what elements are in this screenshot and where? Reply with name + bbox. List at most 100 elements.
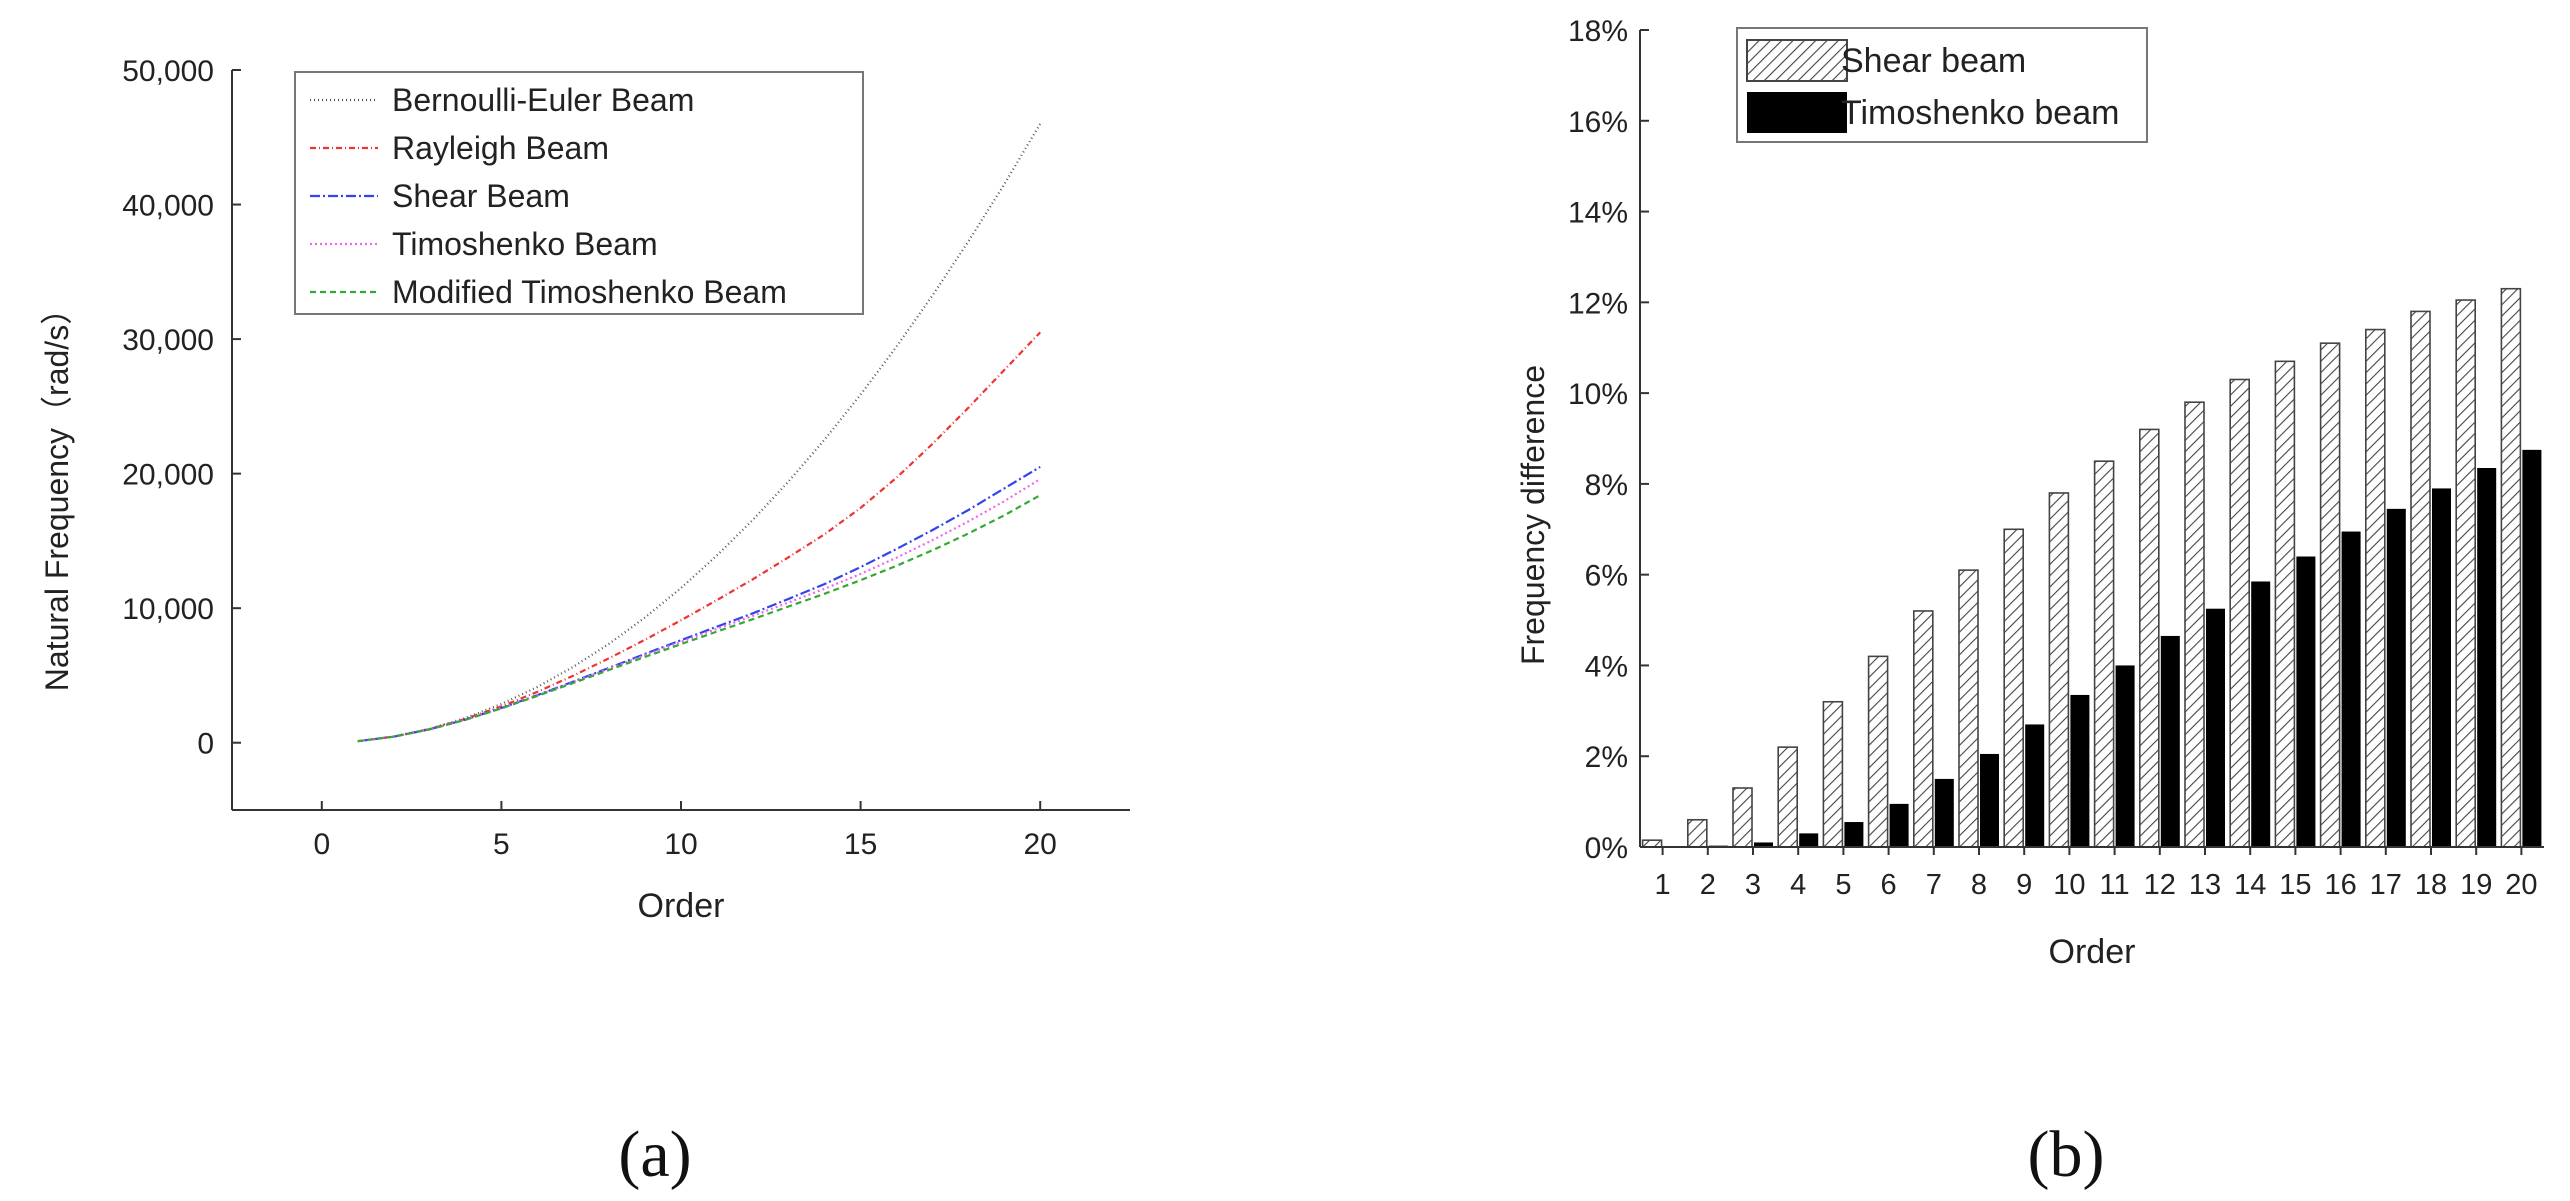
bar-shear-beam xyxy=(1913,610,1934,848)
chart-a-y-ticks: 0 10,000 20,000 30,000 40,000 50,000 xyxy=(122,55,241,761)
x-tick-label: 17 xyxy=(2370,869,2402,901)
bar-shear-beam xyxy=(2093,460,2115,848)
bar-timoshenko-beam xyxy=(2115,665,2135,847)
bar-timoshenko-beam xyxy=(1754,842,1773,847)
y-tick-label: 40,000 xyxy=(122,190,214,223)
chart-b-x-label: Order xyxy=(2049,933,2136,971)
bar-timoshenko-beam xyxy=(2386,508,2406,847)
bar-timoshenko-beam xyxy=(1980,753,1999,847)
chart-b-y-label: Frequency difference xyxy=(1515,365,1551,665)
bar-timoshenko-beam xyxy=(2341,531,2361,847)
bar-shear-beam xyxy=(2229,378,2250,848)
x-tick-label: 5 xyxy=(493,828,510,861)
x-tick-label: 15 xyxy=(2279,869,2311,901)
x-tick-label: 11 xyxy=(2100,869,2130,901)
bar-timoshenko-beam xyxy=(1934,778,1954,847)
x-tick-label: 15 xyxy=(844,828,877,861)
bar-shear-beam xyxy=(1641,839,1663,848)
x-tick-label: 20 xyxy=(2505,869,2537,901)
x-tick-label: 1 xyxy=(1655,869,1671,901)
bar-shear-beam xyxy=(2410,310,2431,848)
bar-timoshenko-beam xyxy=(1844,822,1864,847)
bar-shear-beam xyxy=(2319,342,2341,848)
series-line-modified-timoshenko-beam xyxy=(357,494,1041,743)
bar-timoshenko-beam xyxy=(2160,635,2180,847)
chart-a: 0 10,000 20,000 30,000 40,000 50,000 0 5 10 15 20… xyxy=(39,55,1130,925)
bar-shear-beam xyxy=(2048,492,2070,848)
bar-shear-beam xyxy=(1958,569,1979,848)
y-tick-label: 10,000 xyxy=(122,593,214,626)
chart-a-x-label: Order xyxy=(638,887,725,925)
x-tick-label: 12 xyxy=(2144,869,2176,901)
x-tick-label: 13 xyxy=(2189,869,2221,901)
x-tick-label: 18 xyxy=(2415,869,2447,901)
bar-timoshenko-beam xyxy=(1799,833,1819,847)
x-tick-label: 14 xyxy=(2234,869,2266,901)
legend-label-shear-beam: Shear Beam xyxy=(392,178,570,214)
caption-b: (b) xyxy=(2028,1118,2105,1191)
y-tick-label: 20,000 xyxy=(122,459,214,492)
x-tick-label: 2 xyxy=(1700,869,1716,901)
chart-b-x-ticks: 1 2 3 4 5 6 7 8 9 10 11 12 13 14 15 16 17 18 19 20 xyxy=(1655,847,2538,901)
bar-timoshenko-beam xyxy=(2432,488,2451,847)
legend-label-bernoulli-euler-beam: Bernoulli-Euler Beam xyxy=(392,82,694,118)
x-tick-label: 4 xyxy=(1790,869,1806,901)
y-tick-label: 8% xyxy=(1585,469,1628,502)
bar-shear-beam xyxy=(2455,299,2476,848)
bar-timoshenko-beam xyxy=(2251,581,2271,847)
bar-shear-beam xyxy=(2500,287,2522,848)
bar-shear-beam xyxy=(2274,360,2296,848)
series-line-rayleigh-beam xyxy=(357,331,1041,743)
y-tick-label: 0 xyxy=(197,728,214,761)
chart-a-legend: Bernoulli-Euler Beam Rayleigh Beam Shear B… xyxy=(294,71,864,315)
legend-swatch-shear-beam xyxy=(1746,39,1848,82)
chart-b-legend: Shear beam Timoshenko beam xyxy=(1736,27,2148,143)
series-line-timoshenko-beam xyxy=(357,478,1041,743)
bar-shear-beam xyxy=(2184,401,2205,848)
legend-label-shear-beam: Shear beam xyxy=(1841,42,2026,80)
x-tick-label: 6 xyxy=(1881,869,1897,901)
bar-timoshenko-beam xyxy=(1889,803,1909,847)
bar-timoshenko-beam xyxy=(2025,724,2045,847)
bar-shear-beam xyxy=(2139,428,2160,848)
y-tick-label: 6% xyxy=(1585,560,1628,593)
y-tick-label: 12% xyxy=(1568,287,1628,320)
bar-timoshenko-beam xyxy=(2070,694,2090,847)
bar-shear-beam xyxy=(1777,746,1798,848)
bar-timoshenko-beam xyxy=(2296,556,2316,847)
y-tick-label: 10% xyxy=(1568,378,1628,411)
x-tick-label: 0 xyxy=(313,828,330,861)
legend-swatch-timoshenko-beam xyxy=(1747,92,1847,133)
legend-label-timoshenko-beam: Timoshenko beam xyxy=(1841,94,2119,132)
y-tick-label: 14% xyxy=(1568,197,1628,230)
bar-shear-beam xyxy=(2003,528,2024,848)
chart-b-y-ticks: 0% 2% 4% 6% 8% 10% 12% 14% 16% 18% xyxy=(1568,15,1649,865)
chart-b-bars xyxy=(1641,287,2542,848)
legend-label-modified-timoshenko-beam: Modified Timoshenko Beam xyxy=(392,274,787,310)
x-tick-label: 20 xyxy=(1024,828,1057,861)
y-tick-label: 30,000 xyxy=(122,324,214,357)
x-tick-label: 5 xyxy=(1835,869,1851,901)
bar-timoshenko-beam xyxy=(2206,608,2225,847)
bar-shear-beam xyxy=(1822,700,1844,848)
chart-a-y-label: Natural Frequency（rad/s） xyxy=(39,293,75,691)
series-line-shear-beam xyxy=(357,465,1041,743)
bar-timoshenko-beam xyxy=(2522,449,2542,847)
x-tick-label: 16 xyxy=(2324,869,2356,901)
caption-a: (a) xyxy=(618,1118,691,1191)
x-tick-label: 3 xyxy=(1745,869,1761,901)
bar-timoshenko-beam xyxy=(2477,468,2497,847)
x-tick-label: 10 xyxy=(2053,869,2085,901)
bar-shear-beam xyxy=(1687,818,1708,848)
legend-label-rayleigh-beam: Rayleigh Beam xyxy=(392,130,609,166)
x-tick-label: 19 xyxy=(2460,869,2492,901)
x-tick-label: 9 xyxy=(2016,869,2032,901)
y-tick-label: 2% xyxy=(1585,741,1628,774)
chart-b: 0%2%4%6%8%10%12%14%16%18% 1 2 3 4 5 6 7 8 9 10 11 1… xyxy=(1515,15,2544,971)
bar-shear-beam xyxy=(1732,787,1753,848)
x-tick-label: 7 xyxy=(1926,869,1942,901)
y-tick-label: 0% xyxy=(1585,832,1628,865)
y-tick-label: 18% xyxy=(1568,15,1628,48)
y-tick-label: 4% xyxy=(1585,650,1628,683)
